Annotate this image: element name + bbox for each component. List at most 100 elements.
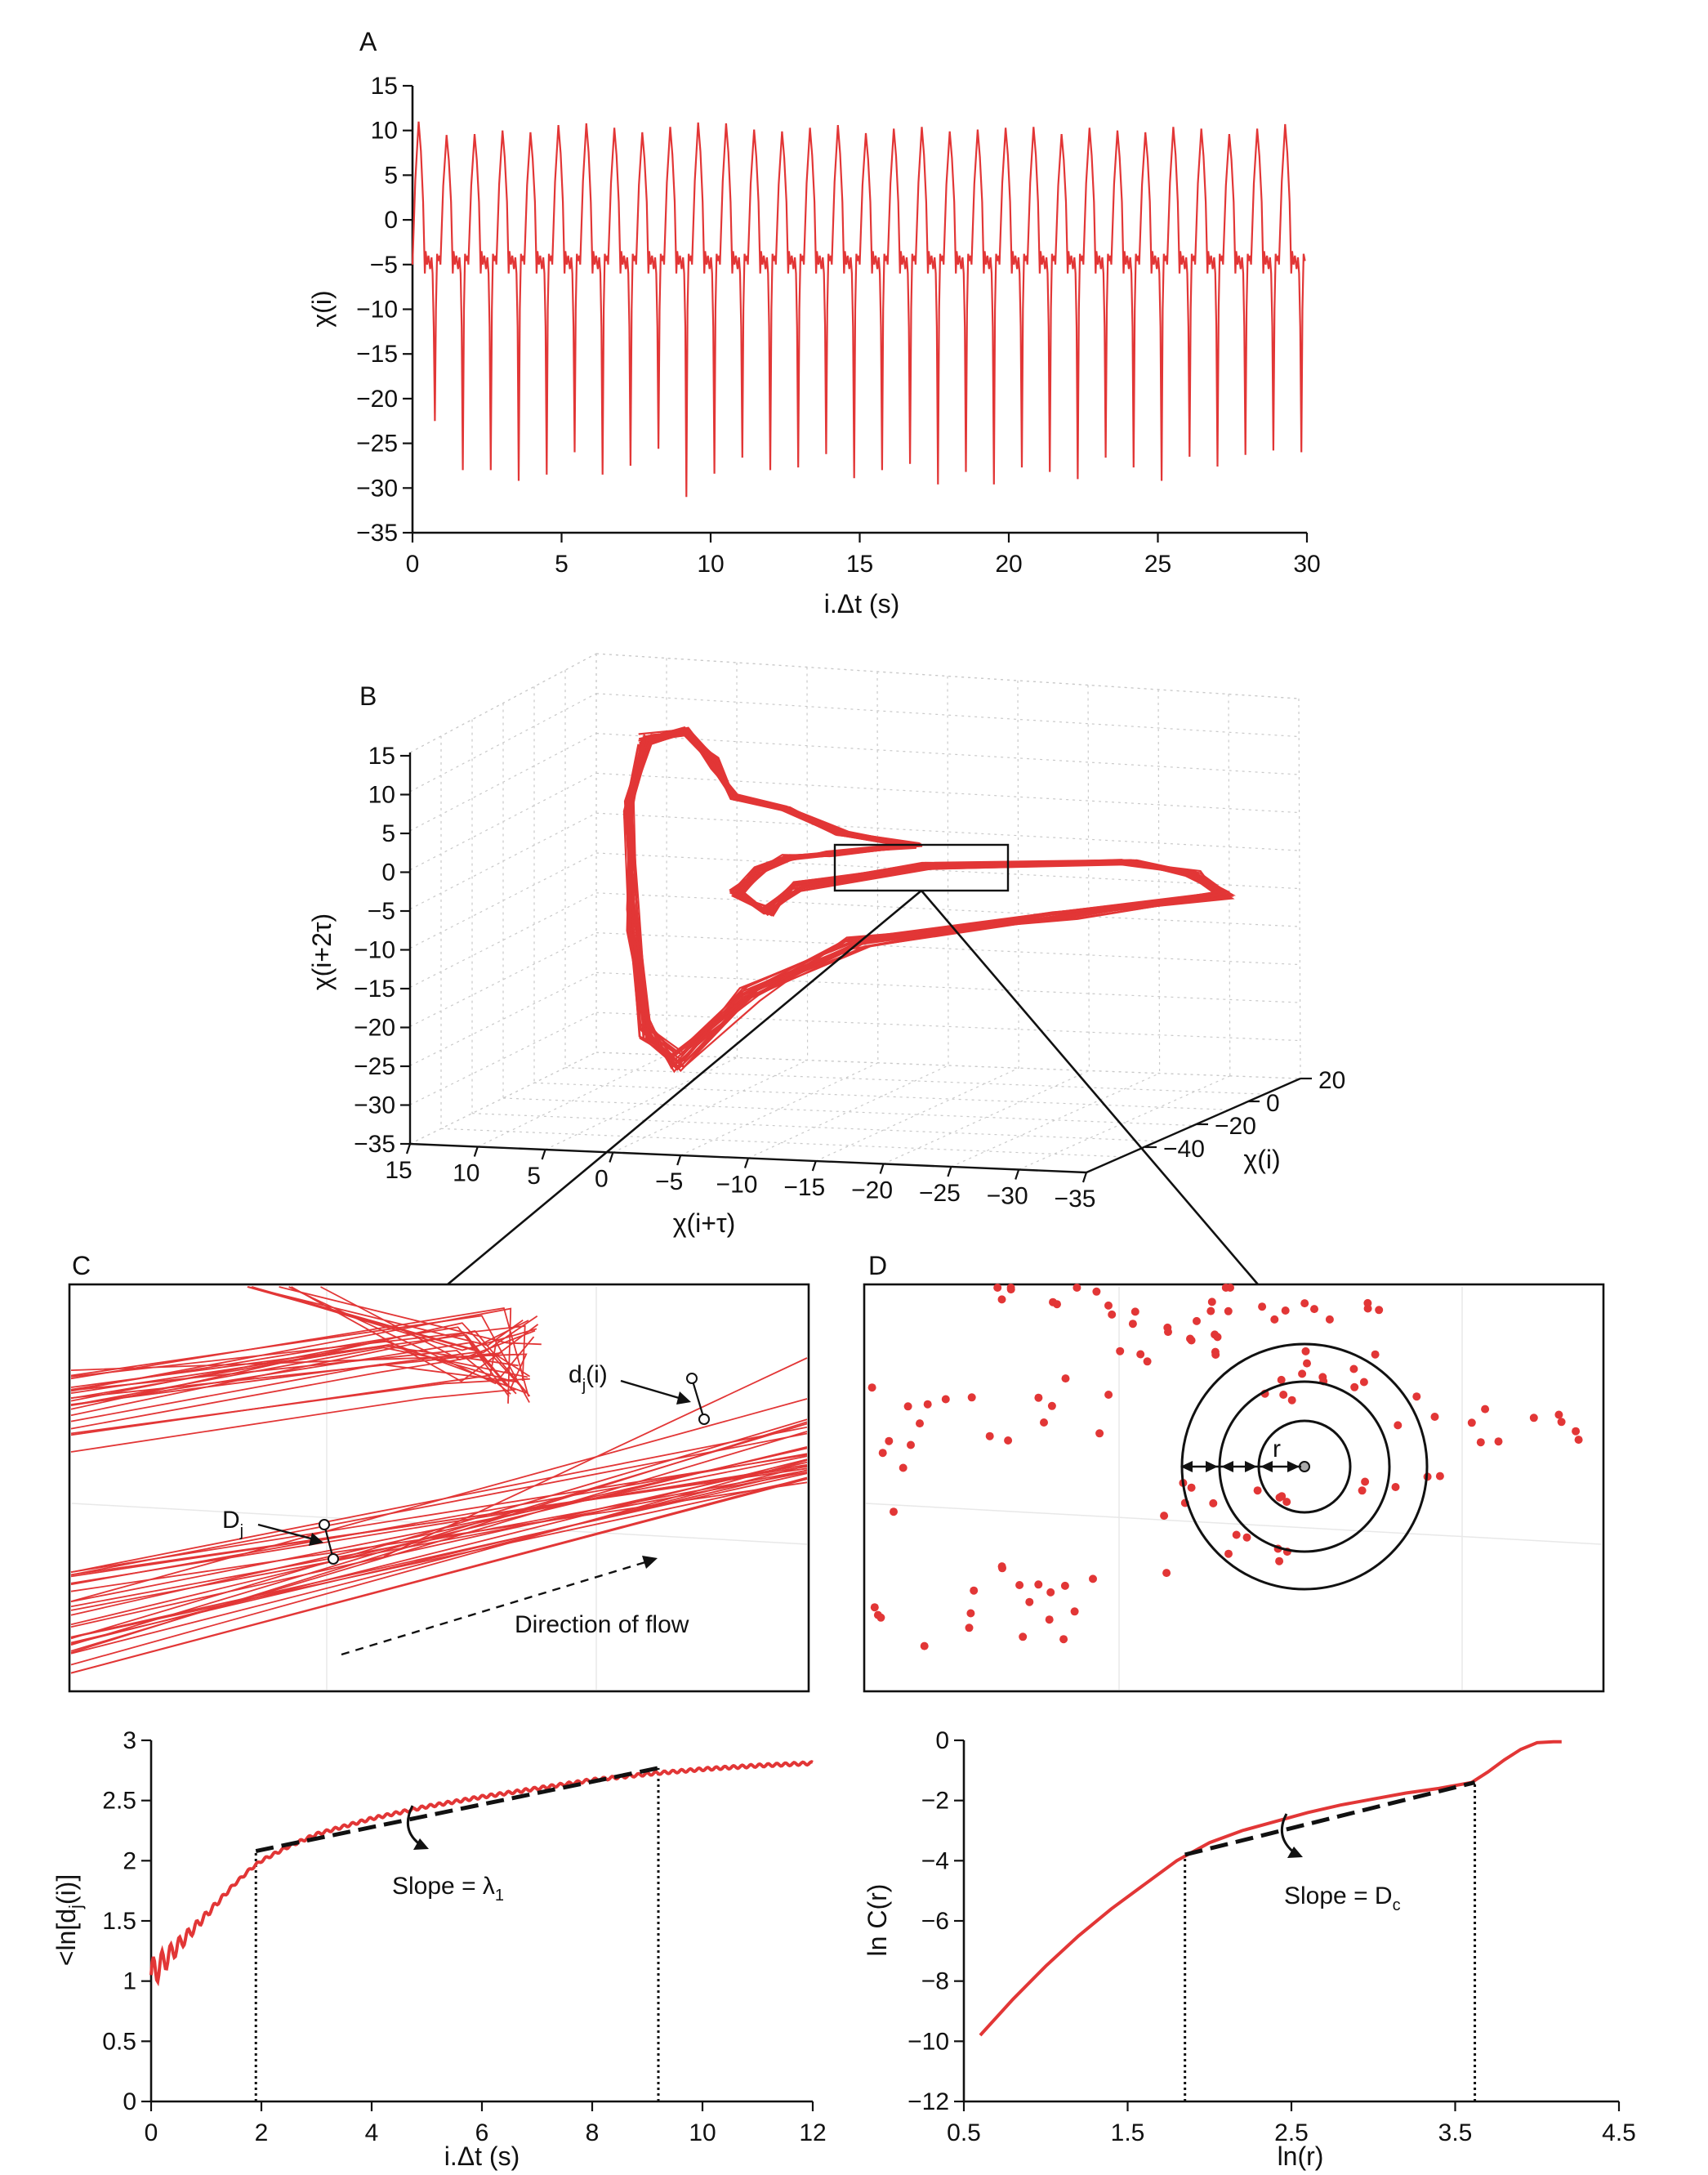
panel-d-point: [870, 1603, 879, 1612]
panel-c-trajectory: [70, 1464, 808, 1655]
panel-a-x-tick-label: 15: [846, 551, 873, 578]
panel-a-label: A: [359, 27, 377, 56]
panel-d-point: [867, 1383, 876, 1392]
panel-d-point: [1270, 1315, 1279, 1324]
panel-d-point: [1412, 1392, 1421, 1401]
panel-c-trajectory: [70, 1418, 808, 1640]
panel-c-label: C: [72, 1251, 91, 1280]
panel-a-x-tick-label: 0: [406, 551, 420, 578]
panel-c-trajectory: [70, 1446, 808, 1626]
panel-e-curved-arrow: [406, 1805, 421, 1847]
panel-d-point: [923, 1400, 932, 1409]
panel-e-y-tick-label: 1.5: [102, 1908, 136, 1935]
panel-e-annotation: Slope = λ1: [392, 1873, 504, 1905]
panel-a-y-tick-label: 10: [371, 118, 398, 145]
panel-d-point: [1160, 1512, 1169, 1521]
panel-d-point: [1275, 1493, 1284, 1502]
panel-d-point: [1019, 1632, 1028, 1641]
panel-b-attractor-loop: [629, 732, 1224, 1062]
panel-d-point: [1287, 1396, 1296, 1405]
panel-d-point: [1224, 1306, 1233, 1315]
panel-d-point: [985, 1431, 994, 1440]
panel-b-x-tick-label: −15: [783, 1174, 825, 1201]
panel-d-point: [1060, 1581, 1069, 1590]
panel-d-point: [1116, 1347, 1125, 1355]
panel-c-trajectory: [247, 1286, 538, 1354]
panel-d-point: [1325, 1315, 1334, 1324]
panel-e-y-ticks: 0 0.5 1 1.5 2 2.5 3: [102, 1727, 151, 2115]
panel-d-point: [907, 1440, 915, 1449]
panel-d-point: [1034, 1393, 1043, 1402]
panel-d-point: [1187, 1336, 1196, 1345]
panel-c-Dj-label: Dj: [222, 1507, 243, 1540]
panel-d-point: [1375, 1306, 1384, 1315]
panel-a-series-line: [411, 121, 1306, 498]
panel-b-x-tick-label: −10: [716, 1172, 758, 1199]
panel-a-x-tick-label: 5: [555, 551, 569, 578]
panel-b-y-tick-label: 5: [381, 820, 395, 847]
panel-c-trajectory: [279, 1286, 542, 1346]
panel-f-x-ticks: 0.5 1.5 2.5 3.5 4.5: [947, 2101, 1636, 2146]
panel-b-depth-axis-line: [1086, 1077, 1301, 1174]
panel-b-y-tick-label: 0: [381, 860, 395, 887]
panel-b-y-tick-label: −25: [354, 1053, 395, 1080]
panel-b-x-tick: [811, 1160, 817, 1172]
panel-a-y-tick-label: −25: [356, 431, 398, 458]
panel-e-x-ticks: 0 2 4 6 8 10 12: [145, 2101, 827, 2146]
panel-b-x-tick: [743, 1158, 750, 1168]
panel-c-Dj-point-b: [328, 1553, 339, 1565]
panel-b: B 15 10 5 0 −5 −10 −15 −20 −25 −30 −35 15 10 5 0 −5 −10…: [307, 653, 1345, 1285]
panel-d-point: [997, 1562, 1006, 1571]
panel-b-x-tick-label: −5: [655, 1168, 683, 1195]
panel-d-point: [1073, 1284, 1081, 1292]
panel-c: C dj(i) Dj Direction of flow: [68, 1251, 810, 1693]
panel-c-trajectory: [251, 1286, 529, 1350]
panel-f-series-line: [979, 1740, 1562, 2037]
panel-d-point: [966, 1609, 975, 1618]
panel-b-x-label: χ(i+τ): [673, 1208, 736, 1238]
panel-d-point: [1070, 1607, 1079, 1616]
panel-d-point: [1104, 1391, 1113, 1399]
panel-d-point: [1061, 1374, 1070, 1383]
panel-d-point: [1275, 1556, 1284, 1565]
panel-e-fit-line: [255, 1766, 659, 1853]
panel-f-window-markers: [1184, 1782, 1477, 2101]
panel-b-x-tick-label: −20: [851, 1177, 893, 1204]
panel-d-point: [1059, 1635, 1068, 1644]
panel-d-point: [1045, 1615, 1054, 1624]
panel-d-point: [903, 1402, 912, 1411]
panel-d-point: [1391, 1483, 1400, 1491]
panel-f-y-ticks: 0 −2 −4 −6 −8 −10 −12: [908, 1727, 964, 2115]
panel-f-x-tick-label: 4.5: [1602, 2119, 1636, 2146]
panel-d-point: [1226, 1284, 1234, 1292]
panel-c-trajectory: [70, 1324, 526, 1382]
panel-b-z-ticks: 20 0 −20 −40: [1145, 1067, 1345, 1163]
panel-b-x-tick-label: 0: [595, 1166, 609, 1193]
panel-d-point: [885, 1436, 894, 1445]
panel-d-point: [1303, 1359, 1311, 1368]
panel-c-trajectory: [288, 1286, 535, 1385]
panel-e: 0 0.5 1 1.5 2 2.5 3 0 2 4 6 8 10 12 Slope = λ1 i.Δt …: [51, 1727, 827, 2171]
panel-d-point: [1162, 1569, 1171, 1578]
panel-d-point: [1143, 1357, 1152, 1366]
panel-b-x-tick: [947, 1166, 952, 1177]
panel-a-y-tick-label: −10: [356, 297, 398, 324]
panel-d-point: [1494, 1437, 1503, 1446]
panel-c-trajectory: [70, 1363, 519, 1422]
panel-b-y-tick-label: −20: [354, 1015, 395, 1042]
panel-f-x-tick-label: 1.5: [1111, 2119, 1145, 2146]
panel-e-y-label: <ln[dj(i)]: [51, 1874, 86, 1966]
panel-f-x-label: ln(r): [1278, 2142, 1324, 2171]
panel-d-point: [1350, 1382, 1359, 1391]
panel-c-dji-arrow: [620, 1379, 685, 1401]
panel-b-x-tick: [1015, 1169, 1020, 1180]
panel-b-x-tick-label: −25: [919, 1180, 961, 1207]
panel-d-point: [1006, 1285, 1015, 1294]
panel-f-fit-line: [1184, 1780, 1476, 1857]
panel-b-x-tick: [676, 1154, 682, 1166]
panel-c-trajectory: [70, 1471, 808, 1611]
panel-d-point: [1572, 1427, 1581, 1436]
panel-d-point: [1481, 1405, 1490, 1414]
panel-d-point: [1282, 1498, 1291, 1507]
panel-b-z-label: χ(i): [1243, 1145, 1280, 1174]
